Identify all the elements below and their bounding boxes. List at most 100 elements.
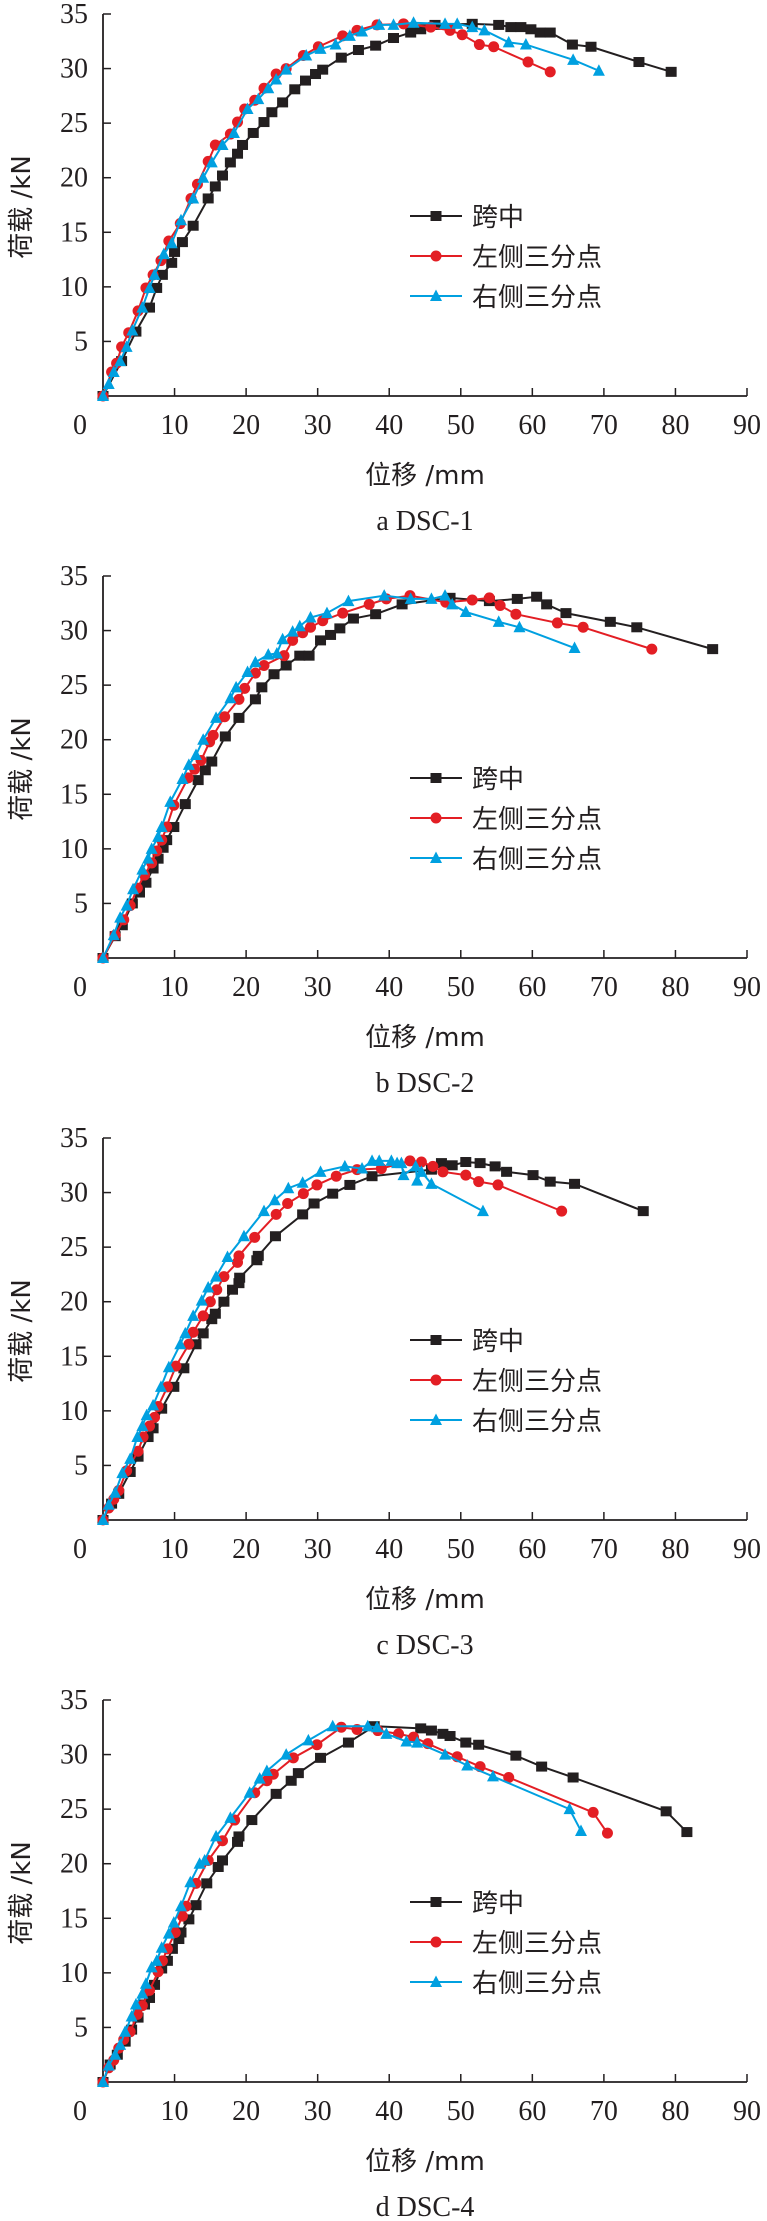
legend-label: 跨中 (472, 203, 524, 233)
x-tick-label: 70 (590, 1534, 618, 1565)
data-point (202, 1281, 215, 1293)
data-point (184, 1875, 197, 1888)
data-point (378, 589, 391, 601)
data-point (252, 92, 265, 105)
y-tick-label: 20 (60, 725, 88, 756)
data-point (314, 1165, 327, 1177)
data-point (492, 1179, 504, 1191)
legend-label: 左侧三分点 (472, 1367, 602, 1397)
chart-caption: a DSC-1 (376, 506, 473, 537)
data-point (258, 1204, 270, 1217)
data-point (125, 2010, 138, 2022)
legend-item: 跨中 (410, 1327, 524, 1357)
data-point (233, 1250, 245, 1262)
data-point (260, 1764, 273, 1776)
chart-panel-3: 5 10 15 20 25 30 35 0 10 20 30 40 50 60 70 80 90 荷载 /kN 位移… (7, 1123, 761, 1661)
data-point (541, 599, 553, 610)
data-point (210, 1829, 223, 1842)
data-point (162, 1927, 175, 1939)
data-point (218, 1296, 230, 1307)
data-point (556, 1205, 568, 1217)
data-point (142, 852, 155, 864)
data-point (363, 598, 375, 610)
legend-item: 跨中 (410, 765, 524, 795)
data-point (269, 1231, 281, 1242)
data-point (409, 1159, 422, 1172)
data-point (165, 236, 178, 249)
data-point (107, 928, 120, 941)
x-tick-label: 0 (73, 2096, 87, 2127)
legend-marker (430, 1335, 442, 1345)
data-point (356, 24, 369, 37)
data-point (404, 592, 417, 604)
data-point (707, 644, 719, 655)
x-tick-label: 20 (232, 1534, 260, 1565)
data-point (149, 1979, 161, 1990)
legend-item: 右侧三分点 (410, 845, 602, 875)
data-point (154, 1380, 167, 1392)
data-point (97, 951, 109, 963)
x-tick-label: 90 (733, 2096, 761, 2127)
data-point (201, 1878, 213, 1889)
data-point (446, 1160, 458, 1171)
series-triangle (97, 1719, 587, 2087)
data-point (293, 619, 306, 632)
y-tick-label: 10 (60, 1958, 88, 1989)
x-tick-label: 60 (518, 972, 546, 1003)
data-point (221, 1250, 234, 1262)
legend-marker (430, 1413, 442, 1425)
data-point (304, 610, 317, 623)
x-tick-label: 50 (447, 410, 475, 441)
data-point (511, 593, 523, 604)
series-triangle (97, 589, 581, 963)
data-point (280, 660, 292, 671)
data-point (97, 2075, 109, 2087)
data-point (371, 1720, 384, 1733)
data-point (493, 19, 505, 30)
y-tick-label: 20 (60, 1849, 88, 1880)
data-point (437, 1166, 449, 1178)
data-point (116, 1466, 129, 1479)
legend-marker (430, 1936, 442, 1948)
data-point (136, 301, 149, 313)
y-axis-label: 荷载 /kN (7, 717, 37, 821)
y-tick-label: 5 (74, 1450, 88, 1481)
data-point (249, 694, 261, 705)
data-point (415, 1723, 427, 1734)
y-tick-label: 15 (60, 1903, 88, 1934)
data-point (568, 641, 581, 654)
data-point (258, 659, 270, 671)
data-point (660, 1806, 672, 1817)
data-point (209, 1308, 221, 1319)
data-point (227, 1284, 239, 1295)
y-tick-label: 20 (60, 163, 88, 194)
data-point (136, 1987, 149, 1999)
data-point (204, 1296, 216, 1308)
legend-label: 跨中 (472, 1889, 524, 1919)
data-point (435, 1158, 447, 1169)
data-point (232, 148, 244, 159)
data-point (494, 599, 506, 611)
data-point (665, 66, 677, 77)
data-point (483, 592, 495, 604)
y-tick-label: 15 (60, 1341, 88, 1372)
data-point (151, 282, 163, 293)
data-point (210, 1270, 223, 1282)
chart-panel-4: 5 10 15 20 25 30 35 0 10 20 30 40 50 60 70 80 90 荷载 /kN 位移… (7, 1685, 761, 2221)
data-point (209, 181, 221, 192)
data-point (187, 220, 199, 231)
y-axis-label: 荷载 /kN (7, 1279, 37, 1383)
data-point (182, 758, 195, 770)
data-point (150, 1954, 163, 1966)
data-point (388, 33, 400, 44)
data-point (102, 1498, 115, 1510)
data-point (305, 621, 317, 633)
legend-item: 跨中 (410, 1889, 524, 1919)
data-point (237, 1229, 250, 1242)
data-point (287, 634, 299, 646)
data-point (145, 842, 158, 854)
data-point (179, 1326, 192, 1339)
data-point (308, 1198, 320, 1209)
data-point (239, 682, 251, 694)
data-point (344, 1179, 356, 1190)
